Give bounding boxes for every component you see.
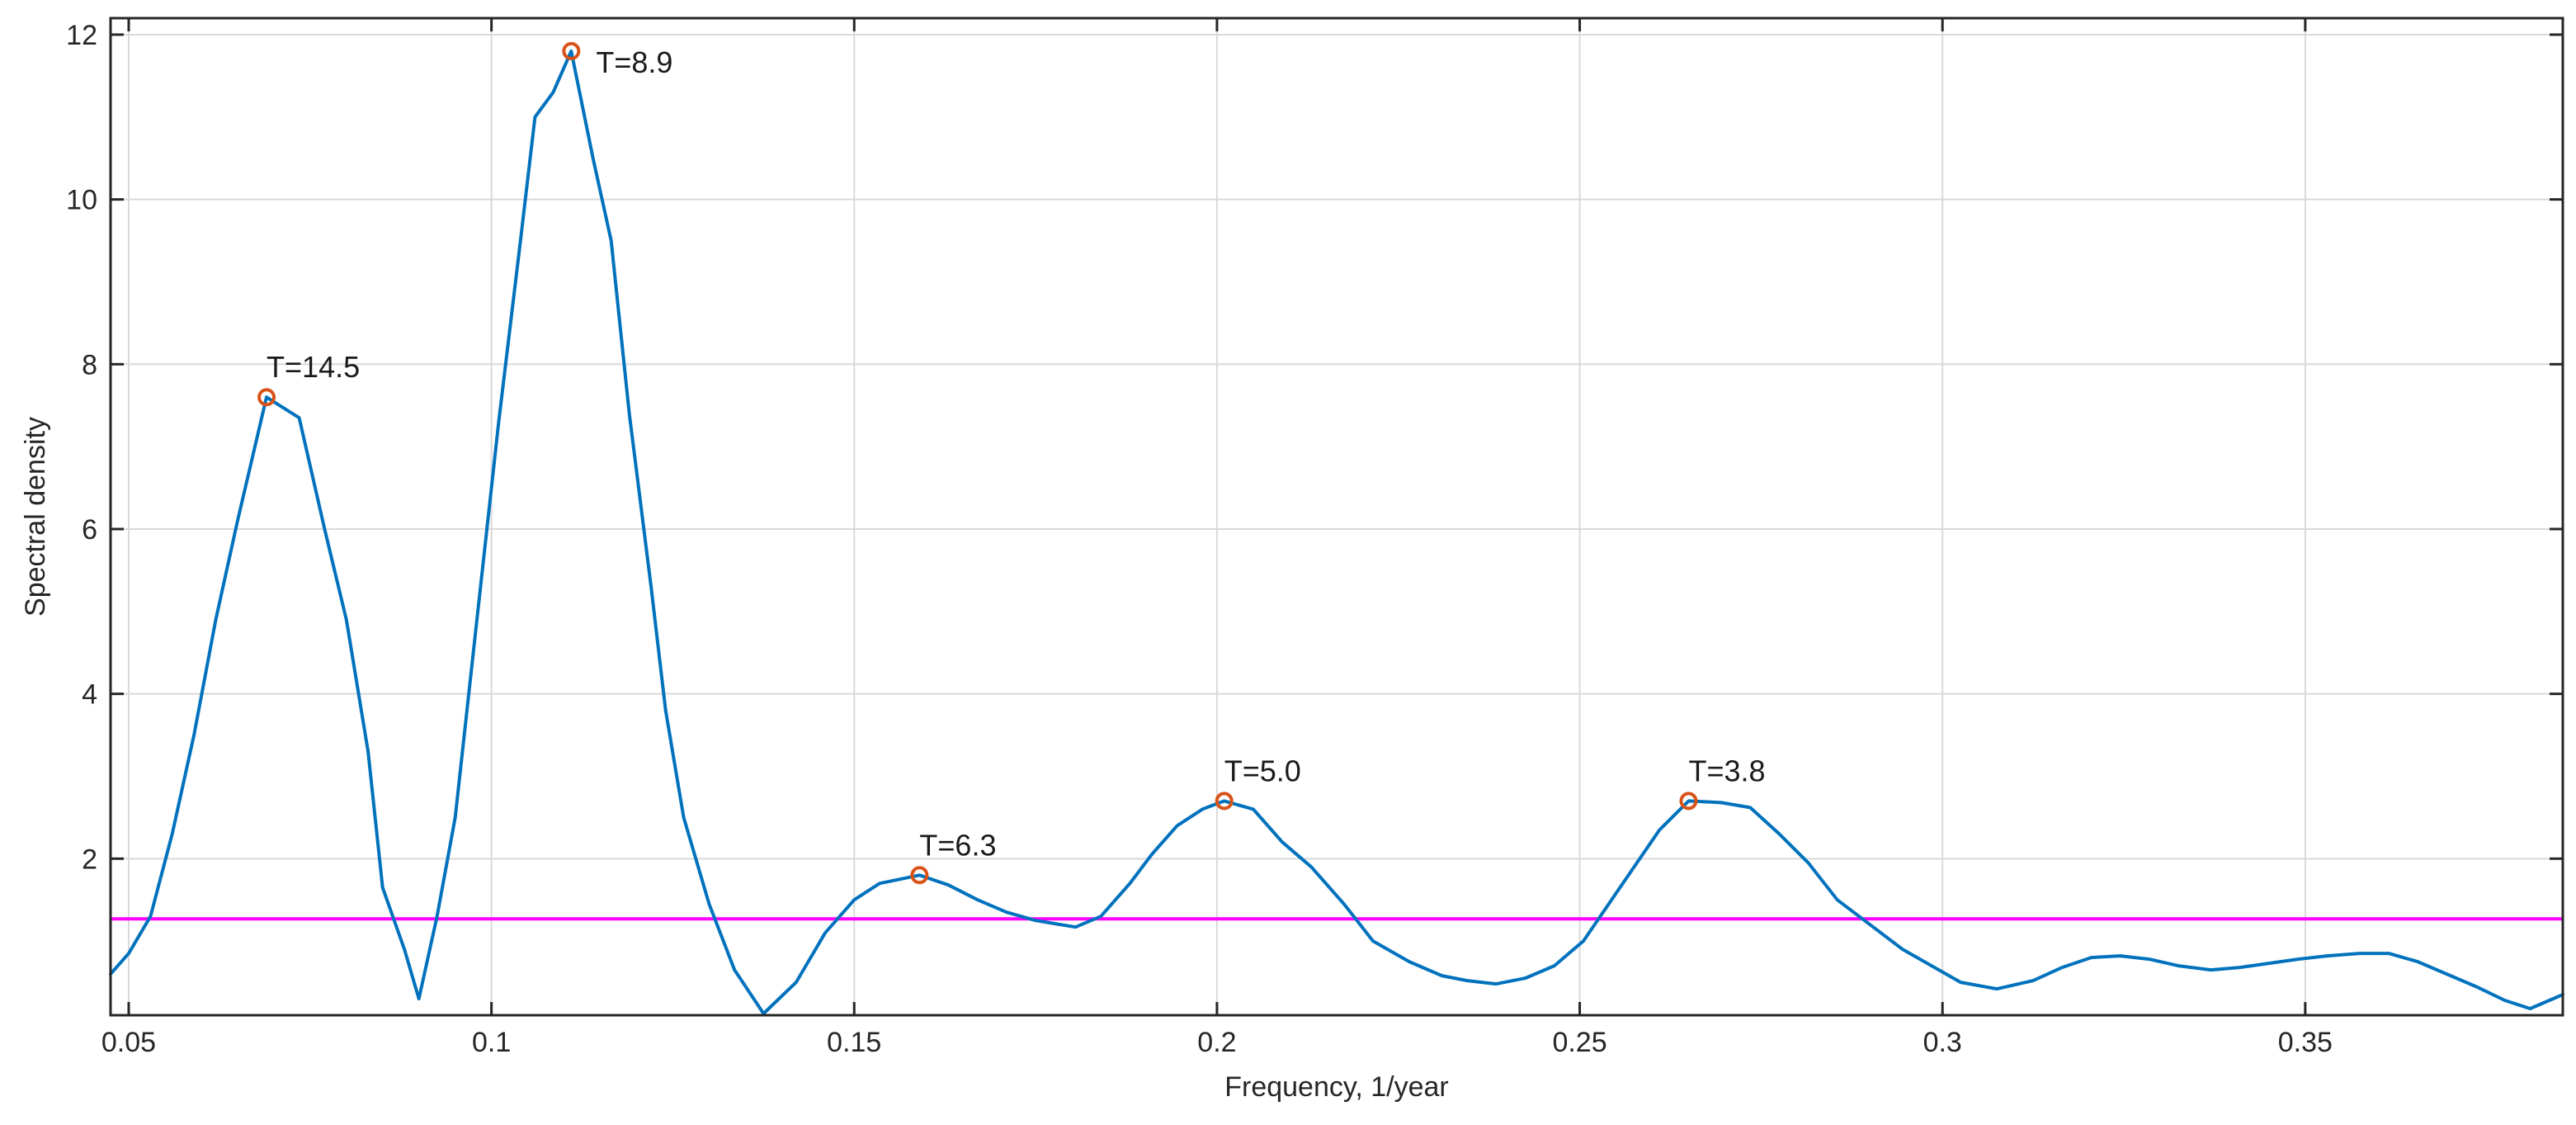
y-tick-label-6: 6 [82,514,97,546]
y-axis-title: Spectral density [20,417,51,617]
peak-marker [910,866,929,885]
x-tick-label-0.25: 0.25 [1552,1027,1606,1058]
x-tick-labels: 0.05 0.1 0.15 0.2 0.25 0.3 0.35 [101,1027,2333,1058]
y-tick-label-10: 10 [66,185,97,216]
y-tick-label-12: 12 [66,20,97,51]
spectral-density-line [109,49,2564,1015]
x-tick-label-0.1: 0.1 [472,1027,511,1058]
peak-label: T=8.9 [596,45,672,79]
peak-marker [562,41,581,60]
y-tick-label-2: 2 [82,844,97,875]
peak-label: T=14.5 [267,350,360,384]
grid-lines [111,18,2563,1015]
peak-markers-layer [257,41,1698,885]
spectrum-series-layer [109,49,2564,1015]
y-tick-label-8: 8 [82,349,97,381]
x-tick-label-0.3: 0.3 [1923,1027,1962,1058]
y-tick-label-4: 4 [82,679,97,711]
x-axis-title: Frequency, 1/year [1224,1071,1449,1103]
peak-label: T=3.8 [1688,754,1765,787]
peak-marker [1215,792,1234,811]
x-tick-label-0.2: 0.2 [1197,1027,1236,1058]
x-tick-label-0.05: 0.05 [101,1027,156,1058]
x-tick-label-0.15: 0.15 [827,1027,881,1058]
peak-labels: T=14.5 T=8.9 T=6.3 T=5.0 T=3.8 [267,45,1765,862]
x-tick-label-0.35: 0.35 [2278,1027,2333,1058]
peak-label: T=5.0 [1224,754,1301,787]
y-tick-labels: 2 4 6 8 10 12 [66,20,97,875]
plot-area-frame [109,17,2564,1017]
axis-ticks [111,18,2563,1015]
peak-label: T=6.3 [919,828,996,862]
peak-marker [1679,792,1698,811]
peak-marker [257,388,276,407]
